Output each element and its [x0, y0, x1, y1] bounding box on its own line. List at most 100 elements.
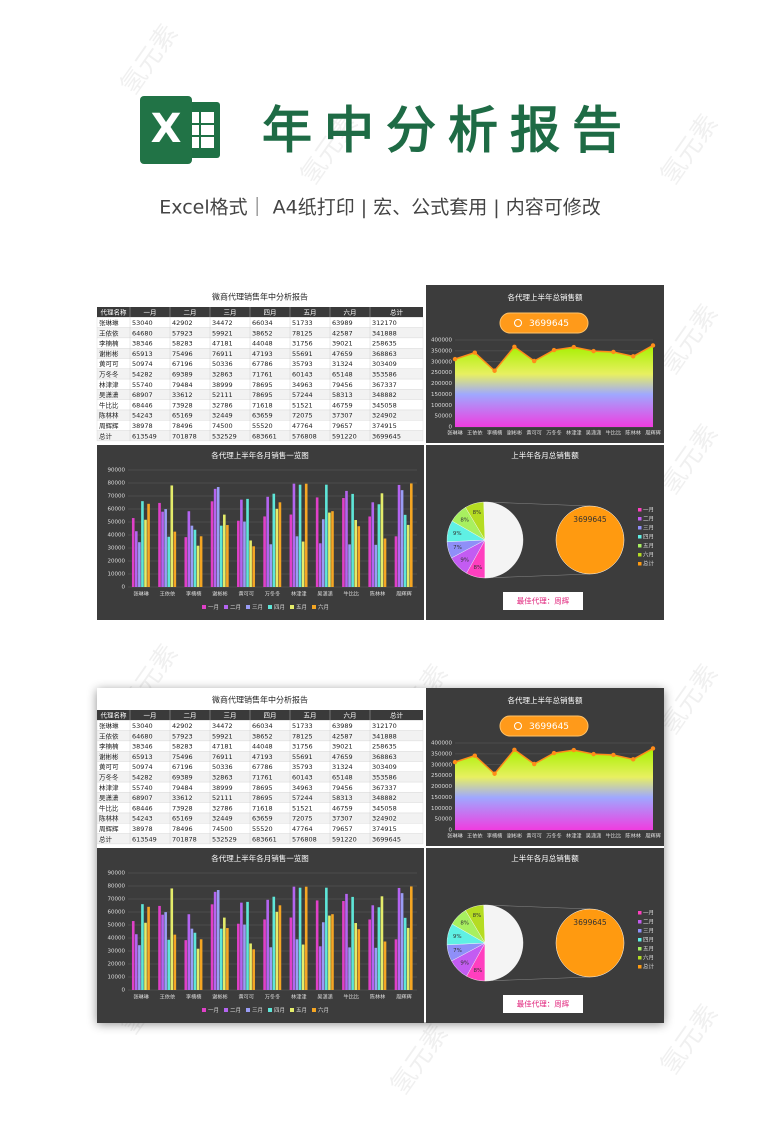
- y-tick-label: 250000: [431, 370, 452, 376]
- table-cell: 78695: [252, 391, 273, 399]
- table-cell: 374915: [372, 825, 397, 833]
- table-cell: 51733: [292, 319, 313, 327]
- bar: [210, 904, 214, 990]
- bar: [272, 896, 276, 990]
- table-cell: 613549: [132, 835, 157, 843]
- legend-label: 五月: [296, 604, 307, 611]
- table-cell: 34472: [212, 722, 233, 730]
- point: [631, 354, 636, 359]
- table-cell: 38978: [132, 422, 153, 430]
- table-cell: 75496: [172, 753, 193, 761]
- x-tick-label: 周辉辉: [396, 993, 412, 1001]
- table-header: 六月: [344, 308, 357, 317]
- legend-label: 总计: [643, 560, 655, 568]
- table-cell: 67196: [172, 360, 193, 368]
- bar: [141, 904, 144, 990]
- table-cell: 44048: [252, 743, 273, 751]
- bar: [216, 890, 220, 990]
- bar: [252, 949, 255, 990]
- table-header: 总计: [390, 308, 404, 317]
- bar: [292, 886, 296, 990]
- y-tick-label: 30000: [108, 949, 126, 955]
- y-tick-label: 50000: [435, 414, 453, 420]
- table-cell: 532529: [212, 432, 237, 440]
- table-row: [96, 430, 424, 442]
- table-cell: 34963: [292, 381, 313, 389]
- y-tick-label: 100000: [431, 403, 452, 409]
- legend-swatch: [638, 920, 642, 924]
- table-cell: 50336: [212, 763, 233, 771]
- table-cell: 368863: [372, 350, 397, 358]
- table-cell: 53040: [132, 722, 153, 730]
- bar: [249, 943, 252, 990]
- y-tick-label: 150000: [431, 795, 452, 801]
- table-cell: 58283: [172, 340, 193, 348]
- legend-swatch: [246, 605, 250, 609]
- table-cell: 44048: [252, 340, 273, 348]
- point: [551, 750, 557, 756]
- table-cell: 32786: [212, 401, 233, 409]
- table-cell: 532529: [212, 835, 237, 843]
- legend-label: 总计: [643, 963, 655, 971]
- badge-icon: [514, 722, 522, 730]
- table-cell: 67786: [252, 360, 273, 368]
- x-tick-label: 谢彬彬: [507, 429, 523, 437]
- x-tick-label: 张琳琳: [447, 832, 463, 840]
- table-cell: 47193: [252, 753, 273, 761]
- table-cell: 79484: [172, 381, 193, 389]
- legend-label: 三月: [643, 928, 654, 935]
- bar: [331, 511, 334, 587]
- x-tick-label: 周辉辉: [396, 590, 412, 598]
- table-cell: 68446: [132, 804, 153, 812]
- badge-value: 3699645: [529, 722, 569, 732]
- point: [650, 746, 656, 751]
- data-label: 9%: [460, 557, 469, 563]
- bar: [397, 887, 401, 990]
- table-cell: 47181: [212, 340, 233, 348]
- bar: [400, 893, 404, 990]
- x-tick-label: 吴潇潇: [586, 832, 602, 840]
- table-cell: 57244: [292, 794, 313, 802]
- legend-label: 四月: [643, 534, 654, 541]
- bar: [158, 502, 161, 587]
- legend-label: 三月: [252, 1007, 263, 1014]
- legend-label: 二月: [643, 516, 654, 523]
- table-cell: 60143: [292, 773, 313, 781]
- table-cell: 73928: [172, 401, 193, 409]
- table-cell: 39021: [332, 743, 353, 751]
- table-cell: 王依依: [99, 731, 119, 740]
- pie-slice: [483, 904, 524, 982]
- bar: [237, 520, 240, 587]
- table-header-bg: [97, 710, 423, 721]
- bar: [351, 493, 354, 587]
- y-tick-label: 60000: [108, 910, 126, 916]
- legend-label: 一月: [643, 507, 654, 514]
- bar: [289, 917, 293, 990]
- table-cell: 345058: [372, 401, 397, 409]
- x-tick-label: 黄可可: [238, 993, 254, 1001]
- annotation: 最佳代理：周辉: [517, 999, 570, 1009]
- legend-label: 一月: [208, 1007, 219, 1014]
- bar: [147, 503, 150, 587]
- bar: [354, 520, 357, 587]
- table-cell: 34472: [212, 319, 233, 327]
- table-cell: 46759: [332, 804, 353, 812]
- x-tick-label: 黄可可: [526, 832, 542, 840]
- table-cell: 38999: [212, 784, 233, 792]
- point: [532, 761, 537, 767]
- x-tick-label: 周辉辉: [645, 429, 661, 437]
- bar: [377, 504, 381, 587]
- bar: [292, 483, 296, 587]
- table-cell: 39021: [332, 340, 353, 348]
- table-cell: 51521: [292, 401, 313, 409]
- bar: [216, 487, 220, 587]
- table-cell: 63659: [252, 412, 273, 420]
- y-tick-label: 90000: [108, 468, 126, 474]
- x-tick-label: 黄可可: [526, 429, 542, 437]
- table-cell: 32449: [212, 815, 233, 823]
- table-cell: 576808: [292, 835, 317, 843]
- annotation-box: [503, 592, 583, 610]
- bar: [348, 544, 351, 587]
- bar: [223, 514, 226, 587]
- bar: [226, 525, 229, 587]
